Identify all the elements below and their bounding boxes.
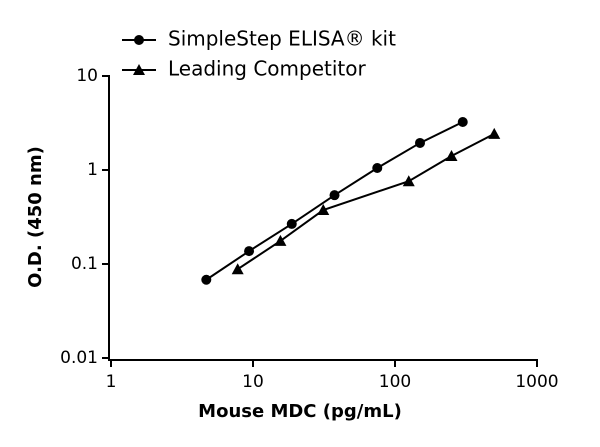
y-tick-label: 10	[76, 66, 98, 86]
x-axis-label: Mouse MDC (pg/mL)	[198, 401, 402, 422]
legend-label: Leading Competitor	[168, 57, 366, 81]
point	[372, 163, 383, 174]
legend-marker	[134, 35, 144, 45]
legend-label: SimpleStep ELISA® kit	[168, 27, 396, 51]
y-tick-label: 0.01	[60, 348, 98, 368]
point	[231, 263, 244, 275]
series-line	[205, 121, 464, 281]
point	[329, 190, 340, 201]
point	[457, 117, 468, 128]
y-tick-label: 1	[87, 160, 98, 180]
x-tick-label: 1	[106, 372, 117, 392]
series-line	[237, 133, 495, 271]
point	[317, 204, 330, 216]
point	[244, 246, 255, 257]
point	[488, 127, 501, 139]
x-tick-label: 100	[379, 372, 411, 392]
point	[402, 175, 415, 187]
point	[286, 218, 297, 229]
x-tick-label: 1000	[515, 372, 558, 392]
point	[274, 234, 287, 246]
y-tick-label: 0.1	[71, 254, 98, 274]
legend-marker	[133, 64, 145, 75]
x-tick-label: 10	[242, 372, 264, 392]
point	[445, 149, 458, 161]
y-axis-label: O.D. (450 nm)	[25, 146, 46, 288]
point	[415, 137, 426, 148]
point	[201, 274, 212, 285]
